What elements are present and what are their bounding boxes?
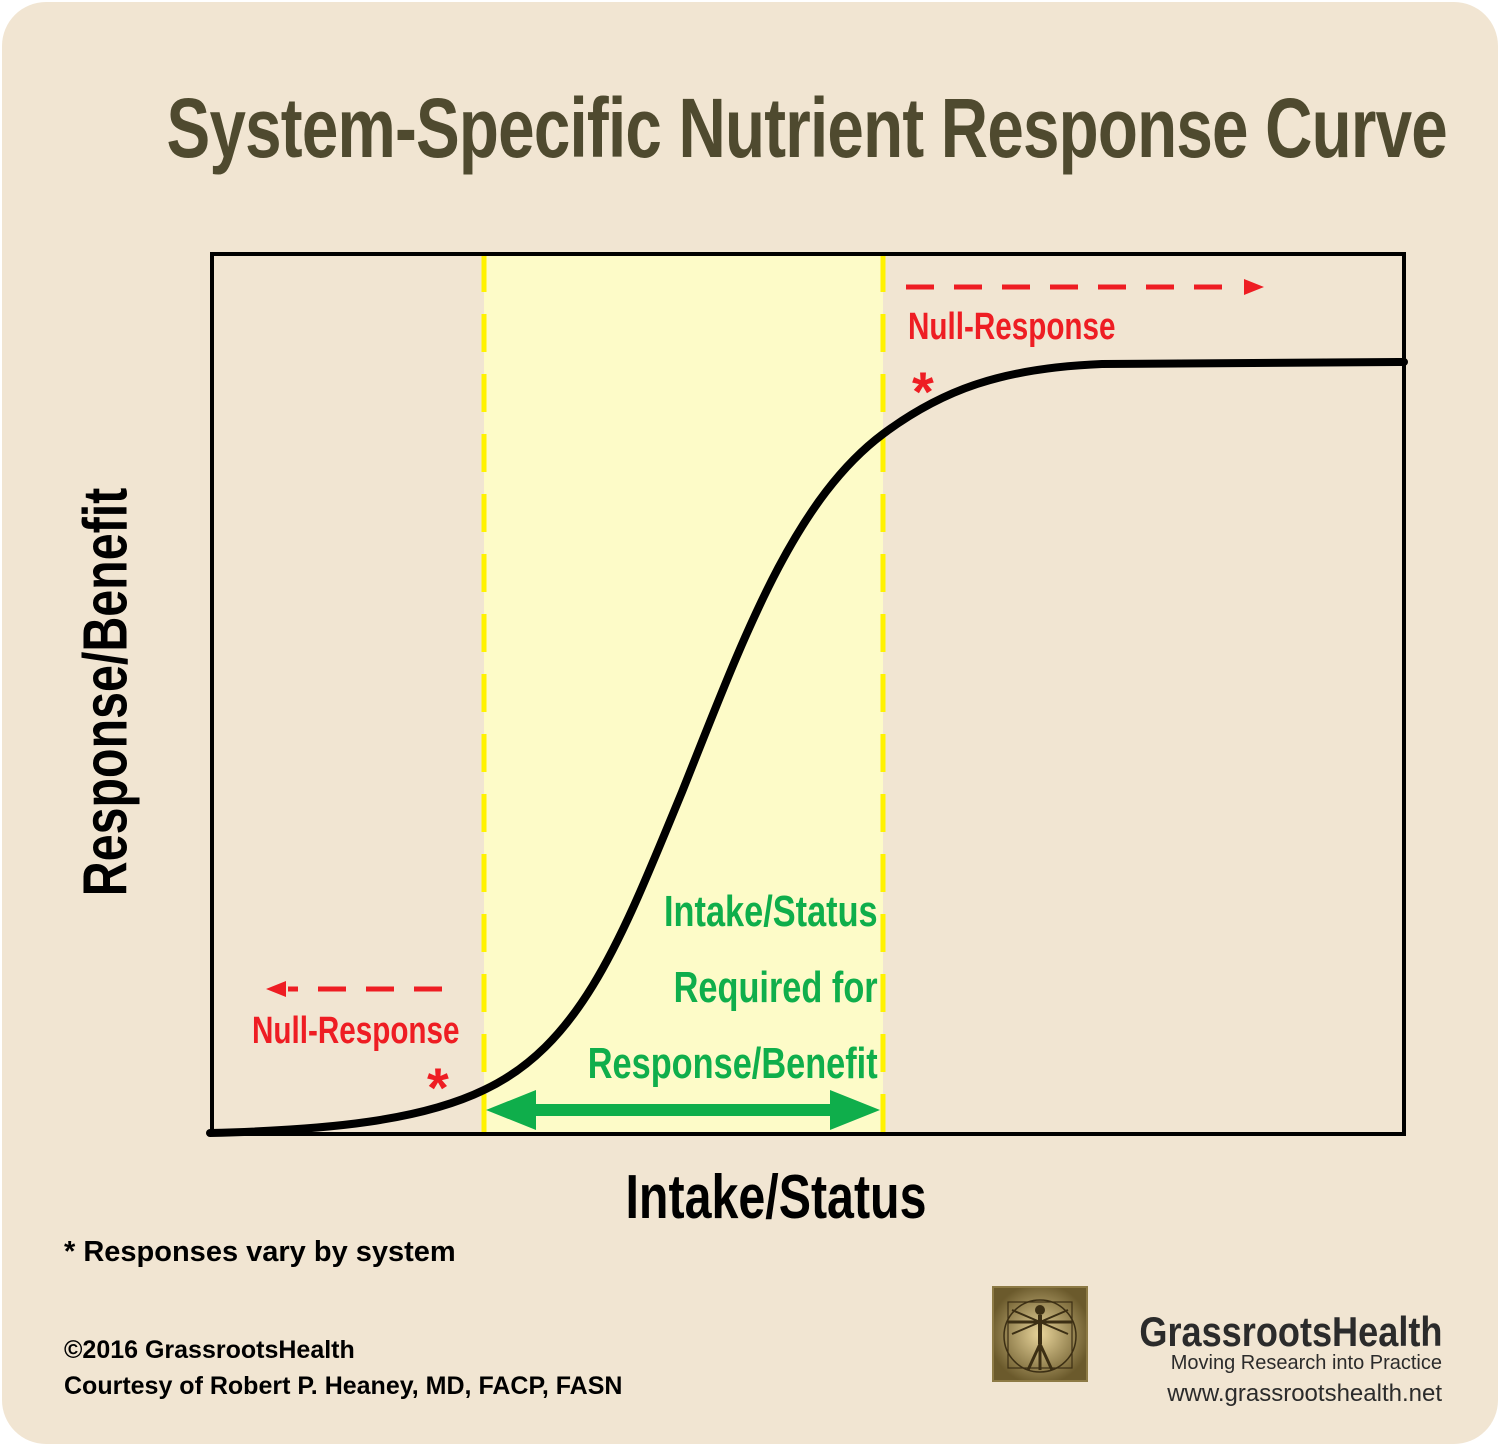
brand-name: GrassrootsHealth xyxy=(1138,1308,1442,1355)
null-response-left-label: Null-Response xyxy=(252,1010,460,1052)
asterisk-left: * xyxy=(427,1056,449,1119)
credits: ©2016 GrassrootsHealth Courtesy of Rober… xyxy=(64,1332,622,1404)
brand-tagline: Moving Research into Practice xyxy=(1170,1352,1442,1374)
required-range-line-1: Intake/Status xyxy=(664,887,878,936)
required-range-line-3: Response/Benefit xyxy=(588,1039,878,1088)
brand-website[interactable]: www.grassrootshealth.net xyxy=(1167,1380,1442,1407)
null-arrow-left-head xyxy=(266,981,286,997)
required-range-text: Intake/Status Required for Response/Bene… xyxy=(588,874,878,1102)
footnote: * Responses vary by system xyxy=(64,1236,456,1268)
required-range-band xyxy=(484,254,883,1134)
null-arrow-right-head xyxy=(1244,279,1264,295)
green-double-arrow-left-head xyxy=(486,1090,536,1130)
x-axis-label: Intake/Status xyxy=(625,1163,927,1232)
required-range-line-2: Required for xyxy=(673,963,878,1012)
diagram-title: System-Specific Nutrient Response Curve xyxy=(166,81,1448,175)
response-curve xyxy=(206,358,1408,1137)
vitruvian-logo-icon xyxy=(992,1286,1088,1382)
copyright-text: ©2016 GrassrootsHealth xyxy=(64,1336,355,1364)
y-axis-label: Response/Benefit xyxy=(71,487,141,897)
plot-frame xyxy=(210,252,1406,1136)
green-double-arrow-right-head xyxy=(830,1090,880,1130)
asterisk-right: * xyxy=(912,360,934,423)
courtesy-text: Courtesy of Robert P. Heaney, MD, FACP, … xyxy=(64,1372,623,1400)
null-response-right-label: Null-Response xyxy=(908,306,1116,348)
